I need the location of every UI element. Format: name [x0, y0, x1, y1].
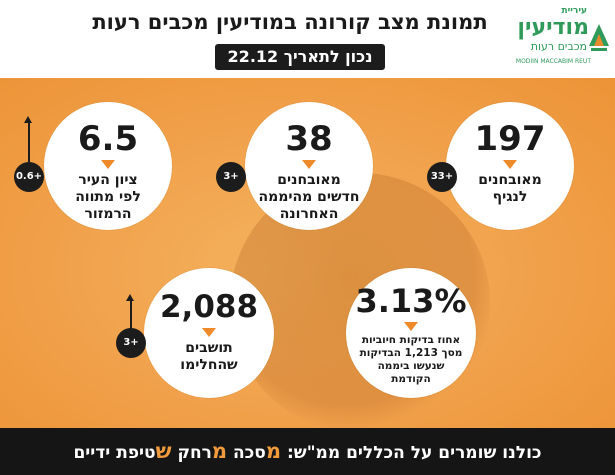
infographic-stage: 197 מאובחנים לנגיף +33 38 מאובחנים חדשים…	[0, 78, 615, 428]
down-triangle-icon	[404, 322, 418, 331]
logo-mark-icon	[589, 24, 609, 51]
header: תמונת מצב קורונה במודיעין מכבים רעות נכו…	[0, 0, 615, 78]
footer-word-distance: רחק	[177, 443, 212, 463]
stat-value: 2,088	[159, 289, 259, 325]
stat-label: מאובחנים חדשים מהיממה האחרונה	[258, 172, 360, 222]
stat-label: אחוז בדיקות חיוביות מסך 1,213 הבדיקות שנ…	[359, 334, 463, 385]
down-triangle-icon	[202, 328, 216, 337]
arrow-up-icon	[25, 116, 31, 162]
footer-letter-distance: מ	[211, 439, 228, 463]
logo-latin-text: MODIIN MACCABIM REUT	[515, 58, 591, 65]
stat-value: 6.5	[77, 119, 139, 159]
logo-sub-word: מכבים רעות	[530, 40, 587, 53]
stat-card-city-score: 6.5 ציון העיר לפי מתווה הרמזור	[44, 102, 172, 230]
footer-banner: כולנו שומרים על הכללים ממ"ש: מסכה מרחק ש…	[0, 428, 615, 475]
stat-label: ציון העיר לפי מתווה הרמזור	[75, 172, 141, 222]
date-badge: נכון לתאריך 22.12	[215, 44, 385, 70]
stat-label: מאובחנים לנגיף	[478, 172, 542, 205]
delta-badge: +3	[116, 328, 146, 358]
city-logo: עיריית מודיעין מכבים רעות MODIIN MACCABI…	[515, 6, 609, 72]
footer-word-mask: סכה	[233, 443, 266, 463]
stat-value: 3.13%	[355, 282, 467, 320]
stat-card-new-diagnosed: 38 מאובחנים חדשים מהיממה האחרונה	[245, 102, 373, 230]
delta-badge: +3	[216, 162, 246, 192]
stat-card-recovered: 2,088 תושבים שהחלימו	[144, 268, 274, 398]
page-title: תמונת מצב קורונה במודיעין מכבים רעות	[92, 10, 488, 34]
stat-card-positive-rate: 3.13% אחוז בדיקות חיוביות מסך 1,213 הבדי…	[346, 268, 476, 398]
stat-value: 197	[474, 119, 546, 159]
down-triangle-icon	[302, 160, 316, 169]
arrow-up-icon	[127, 294, 133, 330]
logo-top-word: עיריית	[561, 6, 587, 16]
down-triangle-icon	[503, 160, 517, 169]
stat-value: 38	[285, 119, 333, 159]
stat-card-diagnosed: 197 מאובחנים לנגיף	[446, 102, 574, 230]
delta-badge: +33	[427, 162, 457, 192]
delta-badge: +0.6	[14, 162, 44, 192]
stat-label: תושבים שהחלימו	[180, 340, 238, 373]
down-triangle-icon	[101, 160, 115, 169]
footer-word-wash: טיפת ידיים	[73, 443, 156, 463]
footer-letter-wash: ש	[155, 439, 172, 463]
footer-lead-text: כולנו שומרים על הכללים ממ"ש:	[287, 443, 542, 463]
logo-main-word: מודיעין	[517, 15, 589, 40]
footer-letter-mask: מ	[265, 439, 282, 463]
